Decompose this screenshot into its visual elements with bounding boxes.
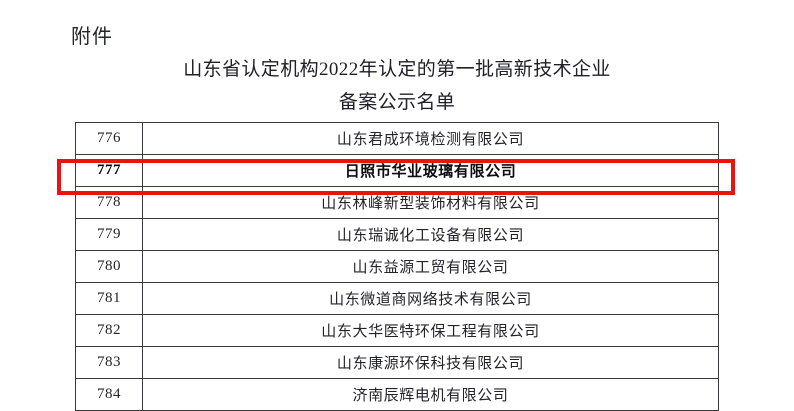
row-index-cell: 783 bbox=[75, 346, 143, 379]
row-company-name-cell: 山东林峰新型装饰材料有限公司 bbox=[142, 186, 719, 219]
row-company-name-cell: 山东益源工贸有限公司 bbox=[142, 250, 719, 283]
row-company-name-cell: 山东瑞诚化工设备有限公司 bbox=[142, 218, 719, 251]
table-row: 776 山东君成环境检测有限公司 bbox=[75, 122, 719, 155]
row-company-name-cell: 山东大华医特环保工程有限公司 bbox=[142, 314, 719, 347]
row-company-name-cell: 山东微道商网络技术有限公司 bbox=[142, 282, 719, 315]
attachment-label: 附件 bbox=[71, 26, 113, 48]
row-index-cell: 782 bbox=[75, 314, 143, 347]
table-row: 778 山东林峰新型装饰材料有限公司 bbox=[75, 186, 719, 219]
row-company-name-cell: 日照市华业玻璃有限公司 bbox=[142, 154, 719, 187]
row-company-name-cell: 山东康源环保科技有限公司 bbox=[142, 346, 719, 379]
row-index-cell: 780 bbox=[75, 250, 143, 283]
table-row: 781 山东微道商网络技术有限公司 bbox=[75, 282, 719, 315]
document-title-line-1: 山东省认定机构2022年认定的第一批高新技术企业 bbox=[183, 59, 611, 80]
row-index-cell: 778 bbox=[75, 186, 143, 219]
row-company-name-cell: 济南辰辉电机有限公司 bbox=[142, 378, 719, 411]
row-company-name-cell: 山东君成环境检测有限公司 bbox=[142, 122, 719, 155]
table-row: 780 山东益源工贸有限公司 bbox=[75, 250, 719, 283]
row-index-cell: 777 bbox=[75, 154, 143, 187]
document-page: 附件 山东省认定机构2022年认定的第一批高新技术企业 备案公示名单 776 山… bbox=[57, 26, 735, 411]
row-index-cell: 776 bbox=[75, 122, 143, 155]
table-row: 783 山东康源环保科技有限公司 bbox=[75, 346, 719, 379]
row-index-cell: 779 bbox=[75, 218, 143, 251]
table-row: 782 山东大华医特环保工程有限公司 bbox=[75, 314, 719, 347]
table-row: 779 山东瑞诚化工设备有限公司 bbox=[75, 218, 719, 251]
document-title-line-2: 备案公示名单 bbox=[338, 92, 456, 113]
row-index-cell: 781 bbox=[75, 282, 143, 315]
table-body: 776 山东君成环境检测有限公司 777 日照市华业玻璃有限公司 778 山东林… bbox=[75, 122, 719, 411]
enterprise-listing-table: 776 山东君成环境检测有限公司 777 日照市华业玻璃有限公司 778 山东林… bbox=[75, 122, 719, 411]
table-row: 784 济南辰辉电机有限公司 bbox=[75, 378, 719, 411]
row-index-cell: 784 bbox=[75, 378, 143, 411]
table-row-highlighted: 777 日照市华业玻璃有限公司 bbox=[75, 154, 719, 187]
